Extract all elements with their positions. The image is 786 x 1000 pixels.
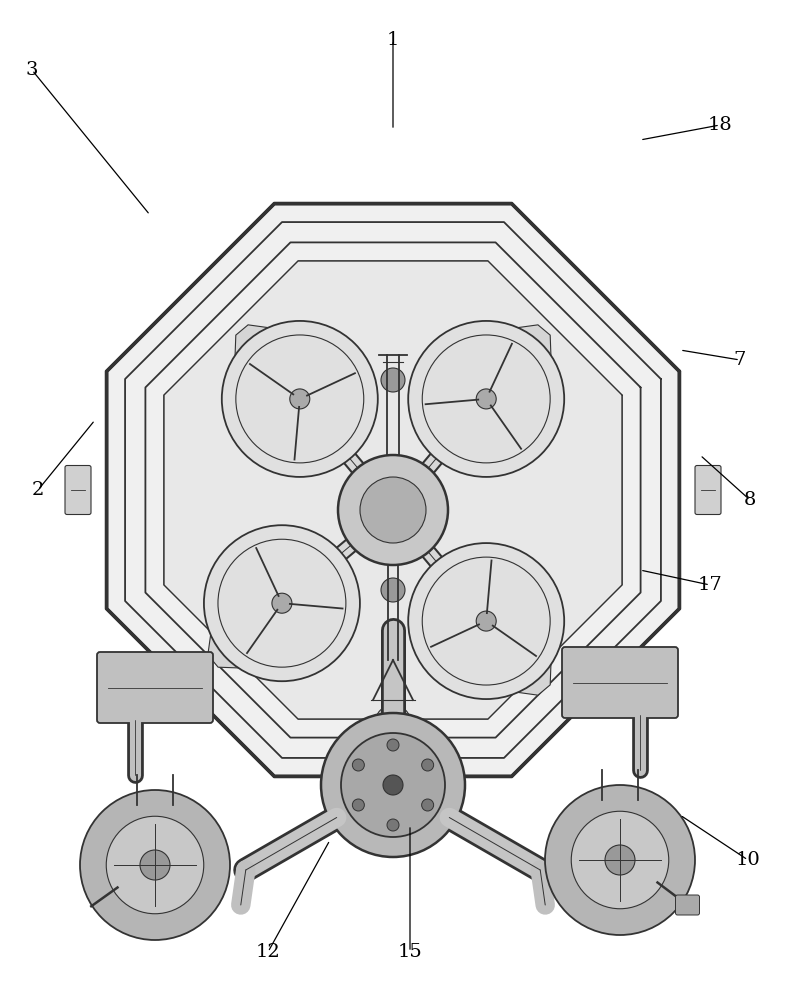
- Circle shape: [106, 816, 204, 914]
- Circle shape: [421, 799, 434, 811]
- Circle shape: [545, 785, 695, 935]
- Circle shape: [222, 321, 378, 477]
- Text: 7: 7: [734, 351, 746, 369]
- Circle shape: [360, 477, 426, 543]
- Text: 2: 2: [31, 481, 44, 499]
- Circle shape: [272, 593, 292, 613]
- FancyBboxPatch shape: [675, 895, 700, 915]
- Circle shape: [408, 543, 564, 699]
- Circle shape: [290, 389, 310, 409]
- Text: 1: 1: [387, 31, 399, 49]
- Circle shape: [476, 389, 496, 409]
- Circle shape: [381, 578, 405, 602]
- Circle shape: [381, 368, 405, 392]
- Circle shape: [387, 739, 399, 751]
- Text: 10: 10: [736, 851, 760, 869]
- Text: 12: 12: [255, 943, 281, 961]
- Circle shape: [408, 321, 564, 477]
- Circle shape: [321, 713, 465, 857]
- Text: 18: 18: [707, 116, 733, 134]
- Text: 17: 17: [698, 576, 722, 594]
- Circle shape: [387, 819, 399, 831]
- FancyBboxPatch shape: [65, 466, 91, 514]
- FancyBboxPatch shape: [562, 647, 678, 718]
- Circle shape: [204, 525, 360, 681]
- FancyBboxPatch shape: [97, 652, 213, 723]
- Polygon shape: [107, 204, 679, 776]
- Circle shape: [140, 850, 170, 880]
- Circle shape: [476, 611, 496, 631]
- Polygon shape: [163, 261, 623, 719]
- Circle shape: [341, 733, 445, 837]
- Polygon shape: [208, 617, 256, 669]
- Circle shape: [375, 705, 411, 741]
- Circle shape: [421, 759, 434, 771]
- Text: 15: 15: [398, 943, 422, 961]
- Polygon shape: [500, 647, 552, 695]
- Polygon shape: [234, 325, 286, 373]
- Circle shape: [352, 799, 365, 811]
- FancyBboxPatch shape: [695, 466, 721, 514]
- Circle shape: [80, 790, 230, 940]
- Circle shape: [352, 759, 365, 771]
- Circle shape: [383, 775, 403, 795]
- Polygon shape: [500, 325, 552, 373]
- Circle shape: [605, 845, 635, 875]
- Text: 8: 8: [744, 491, 756, 509]
- Circle shape: [338, 455, 448, 565]
- Text: 3: 3: [26, 61, 39, 79]
- Circle shape: [571, 811, 669, 909]
